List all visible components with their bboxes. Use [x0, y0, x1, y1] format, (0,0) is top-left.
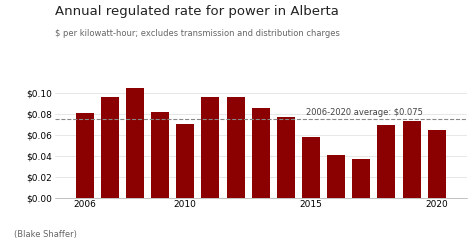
Bar — [101, 97, 119, 198]
Bar — [252, 107, 270, 198]
Bar — [377, 125, 395, 198]
Bar — [227, 97, 245, 198]
Text: 2006-2020 average: $0.075: 2006-2020 average: $0.075 — [306, 108, 423, 117]
Bar — [428, 129, 446, 198]
Bar — [201, 97, 219, 198]
Bar — [151, 112, 169, 198]
Bar — [76, 113, 94, 198]
Bar — [176, 124, 194, 198]
Bar — [126, 87, 144, 198]
Text: (Blake Shaffer): (Blake Shaffer) — [14, 230, 77, 239]
Bar — [352, 159, 370, 198]
Bar — [327, 155, 345, 198]
Text: Annual regulated rate for power in Alberta: Annual regulated rate for power in Alber… — [55, 5, 338, 18]
Text: $ per kilowatt-hour; excludes transmission and distribution charges: $ per kilowatt-hour; excludes transmissi… — [55, 29, 339, 38]
Bar — [277, 117, 295, 198]
Bar — [302, 137, 320, 198]
Bar — [402, 121, 420, 198]
